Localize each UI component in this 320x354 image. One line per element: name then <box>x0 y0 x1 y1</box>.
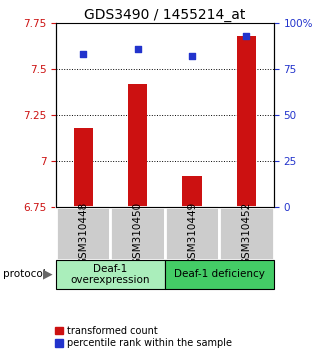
Bar <box>237 36 256 207</box>
Text: Deaf-1 deficiency: Deaf-1 deficiency <box>174 269 265 279</box>
Bar <box>110 207 165 260</box>
Point <box>244 33 249 39</box>
Legend: transformed count, percentile rank within the sample: transformed count, percentile rank withi… <box>54 325 233 349</box>
Point <box>81 51 86 57</box>
Bar <box>165 260 274 289</box>
Bar <box>182 176 202 207</box>
Text: ▶: ▶ <box>43 268 53 281</box>
Text: GSM310452: GSM310452 <box>241 202 252 265</box>
Point <box>135 46 140 52</box>
Bar <box>56 260 165 289</box>
Bar <box>128 84 147 207</box>
Point <box>189 53 195 59</box>
Text: Deaf-1
overexpression: Deaf-1 overexpression <box>71 263 150 285</box>
Text: protocol: protocol <box>3 269 46 279</box>
Bar <box>56 207 110 260</box>
Text: GSM310448: GSM310448 <box>78 202 88 265</box>
Bar <box>74 128 93 207</box>
Text: GSM310450: GSM310450 <box>132 202 143 265</box>
Bar <box>165 207 219 260</box>
Text: GSM310449: GSM310449 <box>187 202 197 265</box>
Title: GDS3490 / 1455214_at: GDS3490 / 1455214_at <box>84 8 245 22</box>
Bar <box>219 207 274 260</box>
